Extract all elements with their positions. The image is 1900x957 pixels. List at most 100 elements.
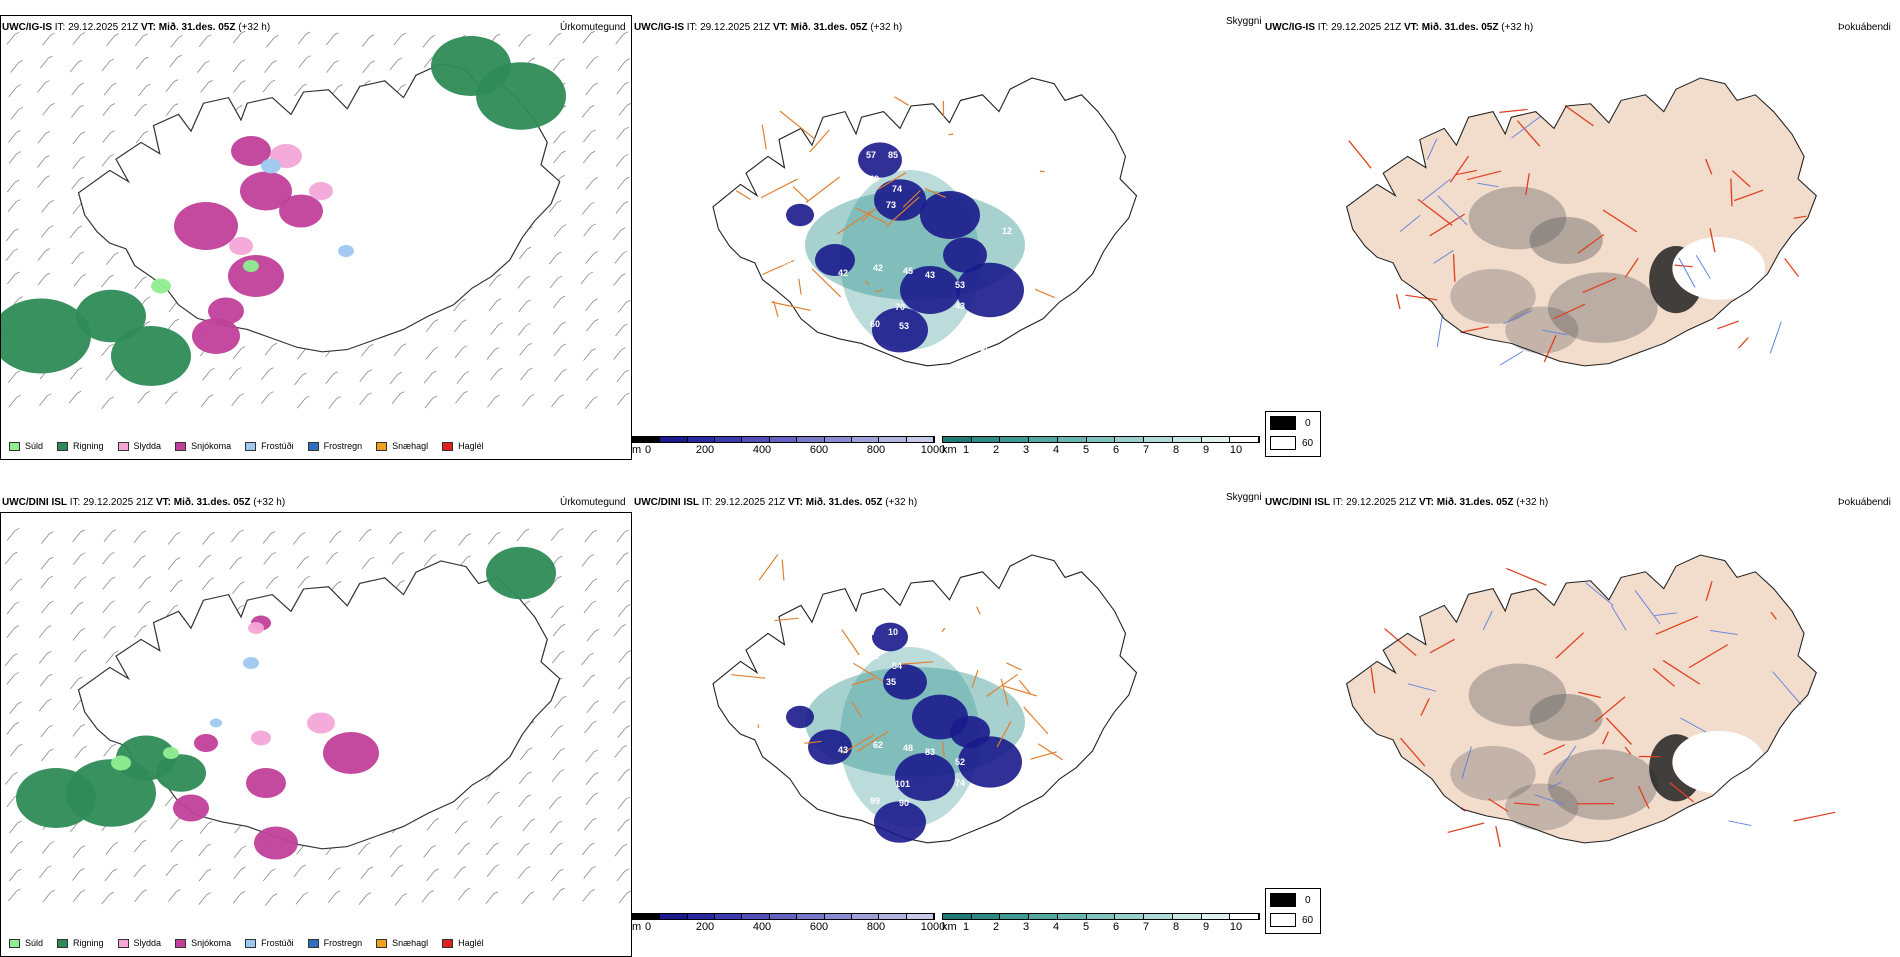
visibility-label: 74: [955, 778, 965, 788]
precip-header-valid-label: VT:: [141, 22, 156, 33]
precip-type-map: [1, 16, 632, 416]
visibility-label: 38: [857, 823, 867, 833]
visibility-tick: 6: [1113, 444, 1119, 456]
visibility-tick: 1: [963, 921, 969, 933]
precip-legend-swatch: [175, 939, 186, 948]
visibility-tick: 6: [1113, 921, 1119, 933]
precip-legend-label: Snjókoma: [191, 441, 231, 451]
visibility-color-step: [1230, 914, 1259, 919]
precip-legend-label: Snæhagl: [392, 441, 428, 451]
visibility-color-step: [943, 437, 972, 442]
fog-legend-swatch: [1270, 416, 1296, 430]
visibility-label: 52: [955, 757, 965, 767]
precip-legend-swatch: [9, 442, 20, 451]
fog-header-model: UWC/IG-IS: [1265, 22, 1315, 33]
forecast-row-1: Súld Rigning Slydda Snjókoma: [0, 0, 1900, 453]
visibility-label: 35: [886, 677, 896, 687]
visibility-label: 97: [857, 346, 867, 356]
elevation-tick: 800: [867, 921, 885, 933]
precip-title: Úrkomutegund: [560, 22, 626, 34]
visibility-colorbar-bar: [942, 436, 1260, 443]
vis-header: UWC/DINI ISL IT: 29.12.2025 21Z VT: Mið.…: [634, 497, 917, 509]
elevation-tick: 600: [810, 444, 828, 456]
visibility-label: 43: [955, 301, 965, 311]
precip-legend-swatch: [57, 939, 68, 948]
precip-legend-swatch: [57, 442, 68, 451]
precip-legend-swatch: [118, 939, 129, 948]
visibility-tick: 7: [1143, 921, 1149, 933]
visibility-label: 60: [870, 319, 880, 329]
vis-header-lead: (+32 h): [885, 497, 917, 508]
visibility-label: 67: [768, 317, 778, 327]
elevation-tick: 0: [645, 444, 651, 456]
precip-type-panel: Súld Rigning Slydda Snjókoma: [0, 512, 632, 957]
precip-legend-item: Súld: [9, 441, 43, 451]
precip-legend-item: Snjókoma: [175, 441, 231, 451]
visibility-tick: 1: [963, 444, 969, 456]
precip-legend-item: Snæhagl: [376, 938, 428, 948]
fog-indicator-map: [1300, 40, 1860, 440]
precip-legend-item: Snjókoma: [175, 938, 231, 948]
visibility-tick: 8: [1173, 444, 1179, 456]
vis-header-lead: (+32 h): [870, 22, 902, 33]
precip-legend-swatch: [9, 939, 20, 948]
precip-legend-swatch: [442, 939, 453, 948]
precip-legend-swatch: [376, 442, 387, 451]
visibility-unit: km: [942, 921, 957, 933]
precip-legend-item: Rigning: [57, 938, 104, 948]
fog-header: UWC/DINI ISL IT: 29.12.2025 21Z VT: Mið.…: [1265, 497, 1548, 509]
fog-title: Þokuábendi: [1838, 22, 1891, 34]
visibility-tick: 7: [1143, 444, 1149, 456]
visibility-label: 48: [903, 743, 913, 753]
precip-legend: Súld Rigning Slydda Snjókoma: [9, 938, 498, 948]
fog-header-model: UWC/DINI ISL: [1265, 497, 1330, 508]
visibility-tick: 10: [1230, 921, 1242, 933]
visibility-label: 42: [838, 268, 848, 278]
precip-legend-swatch: [118, 442, 129, 451]
elevation-color-step: [770, 437, 797, 442]
visibility-color-step: [1029, 914, 1058, 919]
elevation-color-step: [715, 437, 742, 442]
visibility-label: 54: [892, 661, 902, 671]
precip-legend-swatch: [175, 442, 186, 451]
elevation-color-step: [825, 914, 852, 919]
fog-header-issue: IT: 29.12.2025 21Z: [1333, 497, 1416, 508]
elevation-color-step: [907, 437, 934, 442]
precip-legend-item: Slydda: [118, 938, 162, 948]
precip-legend-label: Frostúði: [261, 441, 294, 451]
fog-indicator-map: [1300, 517, 1860, 917]
precip-legend-label: Snjókoma: [191, 938, 231, 948]
visibility-label: 99: [870, 796, 880, 806]
elevation-color-step: [660, 437, 687, 442]
elevation-color-step: [688, 914, 715, 919]
elevation-tick: 200: [696, 921, 714, 933]
precip-header-lead: (+32 h): [253, 497, 285, 508]
precip-header-valid-label: VT:: [156, 497, 171, 508]
fog-header: UWC/IG-IS IT: 29.12.2025 21Z VT: Mið. 31…: [1265, 22, 1533, 34]
visibility-color-step: [1000, 437, 1029, 442]
visibility-label: 101: [895, 779, 910, 789]
precip-legend-label: Snæhagl: [392, 938, 428, 948]
vis-header-issue: IT: 29.12.2025 21Z: [687, 22, 770, 33]
fog-header-valid-label: VT:: [1419, 497, 1434, 508]
visibility-label: 72: [865, 894, 875, 904]
precip-type-map: [1, 513, 632, 913]
precip-legend-label: Slydda: [134, 938, 162, 948]
visibility-label: 41: [869, 651, 879, 661]
vis-title: Skyggni: [1226, 16, 1262, 28]
visibility-label: 12: [1002, 226, 1012, 236]
precip-header: UWC/DINI ISL IT: 29.12.2025 21Z VT: Mið.…: [2, 497, 285, 509]
visibility-color-step: [1230, 437, 1259, 442]
elevation-color-step: [825, 437, 852, 442]
visibility-color-step: [972, 914, 1001, 919]
vis-header-valid: Mið. 31.des. 05Z: [791, 22, 868, 33]
precip-header: UWC/IG-IS IT: 29.12.2025 21Z VT: Mið. 31…: [2, 22, 270, 34]
visibility-label: 57: [866, 627, 876, 637]
visibility-label: 49: [869, 174, 879, 184]
vis-header-issue: IT: 29.12.2025 21Z: [702, 497, 785, 508]
visibility-label: 62: [873, 740, 883, 750]
precip-legend-label: Súld: [25, 441, 43, 451]
precip-legend-label: Frostúði: [261, 938, 294, 948]
